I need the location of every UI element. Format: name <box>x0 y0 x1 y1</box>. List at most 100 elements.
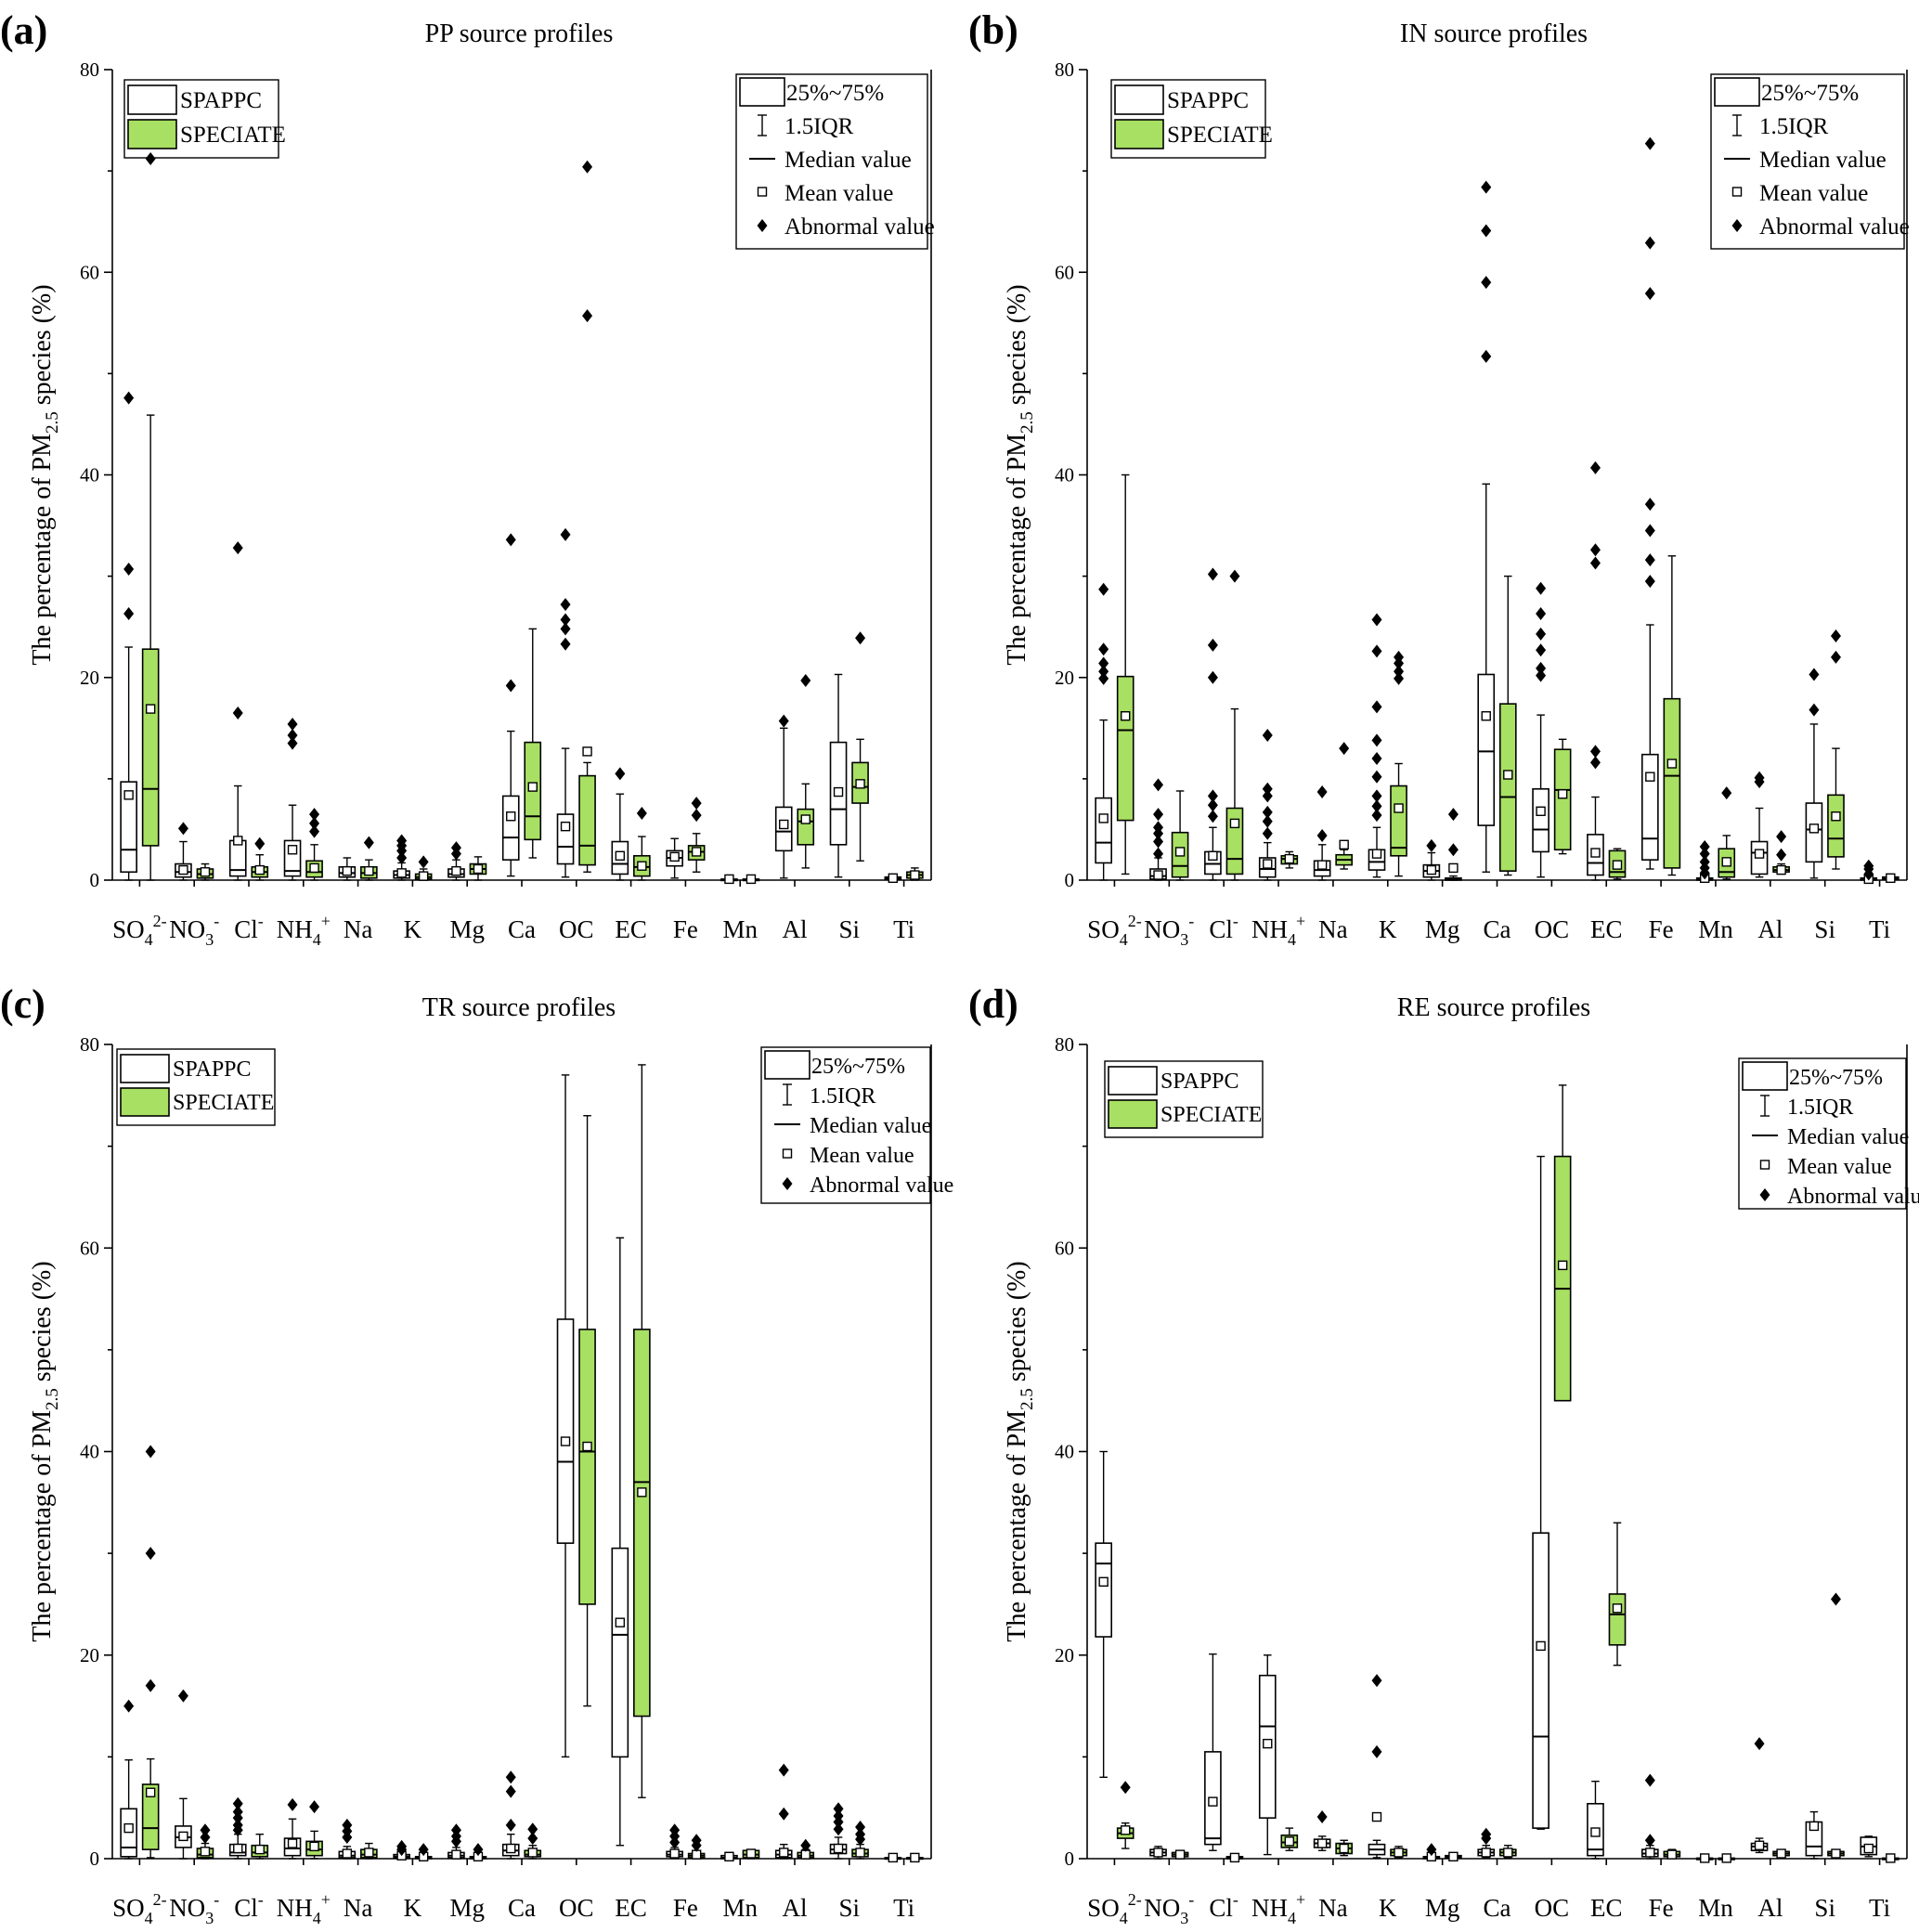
box-spappc-ca <box>501 533 520 877</box>
mean-marker <box>1263 1738 1273 1749</box>
box-speciate-ca <box>524 1822 542 1860</box>
legend-label-speciate: SPECIATE <box>180 123 286 148</box>
outlier-marker <box>778 1807 789 1821</box>
mean-marker <box>582 746 592 757</box>
outlier-marker <box>582 160 593 174</box>
outlier-marker <box>1098 671 1109 685</box>
mean-marker <box>1831 1848 1841 1859</box>
mean-marker <box>910 1852 920 1863</box>
box-spappc-cl <box>228 541 247 881</box>
key-label-1-5iqr: 1.5IQR <box>1787 1096 1853 1120</box>
x-tick-label-ec: EC <box>1590 1894 1623 1922</box>
box-speciate-mg <box>1445 808 1462 881</box>
x-tick-label-k: K <box>404 1894 422 1922</box>
key-legend-frame <box>1738 1057 1907 1210</box>
x-tick-label-k: K <box>1379 915 1397 943</box>
box-speciate-ec <box>633 1064 651 1798</box>
key-label-abnormal-value: Abnormal value <box>1759 214 1910 240</box>
box-iqr <box>1477 673 1496 826</box>
mean-marker <box>1503 770 1513 780</box>
box-speciate-no3 <box>196 1823 214 1860</box>
outlier-marker <box>1262 782 1273 796</box>
box-spappc-fe <box>666 837 683 879</box>
mean-marker <box>123 1822 134 1834</box>
box-spappc-nh4 <box>283 717 302 881</box>
y-tick-label: 40 <box>80 464 99 486</box>
outlier-marker <box>636 806 647 820</box>
outlier-marker <box>1481 180 1492 194</box>
mean-marker <box>560 1436 571 1446</box>
mean-marker <box>1208 850 1218 862</box>
outlier-marker <box>200 1823 211 1837</box>
box-speciate-k <box>1390 650 1407 877</box>
outlier-marker <box>1481 1827 1492 1841</box>
mean-marker <box>1503 1848 1513 1858</box>
box-speciate-al <box>1772 830 1790 875</box>
x-tick-label-oc: OC <box>1535 1894 1570 1922</box>
box-spappc-al <box>1750 771 1769 878</box>
box-speciate-ti <box>1882 1853 1900 1863</box>
mean-marker <box>506 1843 516 1854</box>
outlier-marker <box>833 1802 844 1816</box>
mean-marker <box>1316 860 1328 870</box>
series-legend: SPAPPC SPECIATE <box>1104 1060 1264 1138</box>
x-tick-label-oc: OC <box>1535 915 1570 943</box>
mean-marker <box>364 1848 374 1858</box>
outlier-marker <box>1644 287 1655 301</box>
chart-title: TR source profiles <box>422 993 616 1022</box>
mean-marker <box>1208 1796 1218 1807</box>
key-legend: 25%~75% 1.5IQR Median value Mean value Abnor… <box>735 73 935 250</box>
legend-label-spappc: SPAPPC <box>173 1057 252 1082</box>
x-tick-label-si: Si <box>839 915 861 943</box>
key-label-mean-value: Mean value <box>810 1144 914 1168</box>
mean-marker <box>145 704 156 714</box>
box-spappc-ec <box>1587 1780 1604 1860</box>
chart-title: IN source profiles <box>1400 19 1588 48</box>
mean-marker <box>1754 1840 1765 1850</box>
key-legend: 25%~75% 1.5IQR Median value Mean value Abnor… <box>1738 1057 1919 1210</box>
outlier-marker <box>1153 847 1164 861</box>
box-spappc-al <box>1750 1737 1769 1854</box>
box-iqr <box>141 1783 160 1850</box>
mean-marker <box>669 1848 680 1859</box>
x-tick-label-ca: Ca <box>1484 1894 1511 1922</box>
mean-marker <box>178 864 188 875</box>
mean-marker <box>855 1848 865 1858</box>
box-speciate-mn <box>1718 786 1736 880</box>
box-speciate-cl <box>1225 569 1244 881</box>
outlier-marker <box>1153 821 1164 835</box>
mean-marker <box>1557 1260 1568 1271</box>
y-tick-label: 0 <box>90 869 100 891</box>
key-icon-outlier <box>757 219 768 232</box>
outlier-marker <box>309 1800 320 1814</box>
box-speciate-cl <box>251 1833 269 1860</box>
series-legend-frame <box>116 1048 276 1126</box>
box-speciate-fe <box>687 1834 706 1860</box>
mean-marker <box>1863 1843 1874 1854</box>
legend-swatch-spappc <box>1114 84 1164 115</box>
outlier-marker <box>1262 805 1273 819</box>
x-tick-label-nh4: NH4+ <box>277 912 331 949</box>
outlier-marker <box>1481 276 1492 290</box>
x-tick-label-ca: Ca <box>508 915 536 943</box>
box-iqr <box>1532 787 1549 853</box>
box-spappc-cl <box>1204 1653 1222 1851</box>
y-tick-label: 60 <box>80 261 99 283</box>
outlier-marker <box>1644 553 1655 567</box>
box-spappc-mg <box>447 1823 465 1860</box>
mean-marker <box>582 1441 592 1452</box>
box-speciate-mn <box>742 1848 760 1860</box>
box-iqr <box>611 1547 629 1758</box>
mean-marker <box>833 1843 844 1854</box>
panel-label: (a) <box>0 7 47 53</box>
mean-marker <box>1886 1853 1896 1863</box>
box-speciate-cl <box>251 836 269 881</box>
outlier-marker <box>1644 1834 1655 1848</box>
outlier-marker <box>232 1805 243 1819</box>
outlier-marker <box>1699 855 1710 869</box>
x-tick-label-si: Si <box>839 1894 861 1922</box>
mean-marker <box>1448 862 1459 874</box>
y-axis-label: The percentage of PM2.5 species (%) <box>1003 284 1037 665</box>
outlier-marker <box>1754 771 1765 784</box>
